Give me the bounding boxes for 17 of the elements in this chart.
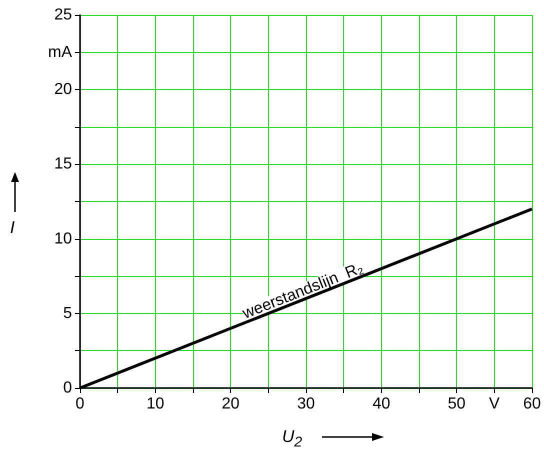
- y-tick-label: 20: [54, 81, 72, 98]
- x-tick-label: 0: [76, 396, 85, 412]
- y-tick-label: 0: [63, 380, 72, 396]
- x-tick-label: 30: [297, 396, 315, 412]
- x-tick-label: 60: [523, 396, 541, 412]
- y-tick-label: 10: [54, 230, 72, 248]
- y-tick-label: 25: [54, 6, 72, 24]
- x-axis-title: U$_{2}$: [282, 427, 302, 450]
- x-tick-label: 50: [448, 396, 466, 412]
- y-tick-label: 15: [54, 156, 72, 173]
- x-tick-label: 10: [146, 396, 164, 412]
- x-tick-label: 40: [372, 396, 390, 412]
- x-tick-label: V: [488, 396, 500, 412]
- y-axis-title: I: [10, 218, 15, 238]
- y-tick-label: mA: [48, 44, 72, 61]
- x-tick-label: 20: [222, 396, 240, 412]
- y-tick-label: 5: [63, 304, 72, 322]
